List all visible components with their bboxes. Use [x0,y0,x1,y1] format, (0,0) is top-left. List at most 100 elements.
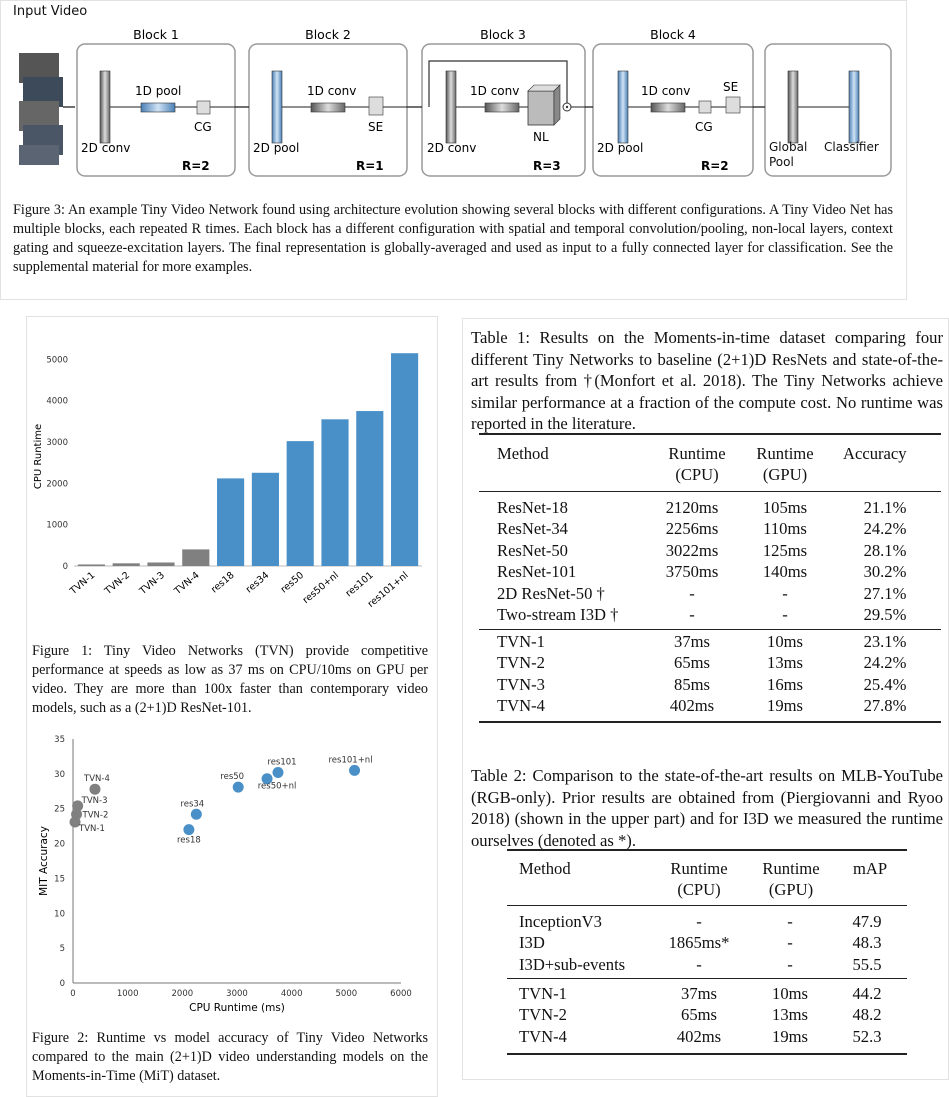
se-layer [725,96,741,114]
table-cell: - [787,911,793,931]
figure3-panel: Input Video [0,0,907,300]
x-tick-label: res50 [279,570,306,596]
table2-rule-bottom [507,1053,907,1055]
table-cell: 13ms [767,653,803,673]
bar-res101 [356,411,384,566]
table-cell: 27.1% [863,583,907,603]
table-cell: 28.1% [863,540,907,560]
y-tick-label: 15 [54,874,65,884]
table-cell: TVN-1 [497,631,545,651]
table-cell: 24.2% [863,653,907,673]
table2-group2: TVN-1 37ms 10ms 44.2 TVN-2 65ms 13ms 48.2 TVN-4 4… [519,983,899,1048]
2d-pool-layer [271,70,283,144]
table2-rule-mid [507,978,907,979]
y-tick-label: 0 [63,562,68,572]
point-res101 [272,766,284,778]
x-tick-label: TVN-4 [172,570,202,598]
point-res18 [183,824,195,836]
global-pool-label: Global Pool [769,140,808,169]
table-cell: 13ms [772,1005,808,1025]
table-cell: 3022ms [665,540,719,560]
left-figures-panel: 0 1000 2000 3000 4000 5000 CPU Runtime TVN-1 TVN… [26,316,438,1097]
x-tick-label: 1000 [117,989,139,999]
table-cell: ResNet-18 [497,497,568,517]
table-cell: 48.3 [852,933,882,953]
input-video-label: Input Video [13,4,88,19]
table-row: TVN-4 402ms 19ms 27.8% [497,696,937,718]
x-tick-label: 6000 [390,989,412,999]
block3-1d-conv-label: 1D conv [470,84,519,98]
block4-2d-pool-label: 2D pool [597,141,643,155]
se-layer [368,96,384,116]
table-cell: 3750ms [665,562,719,582]
table-cell: - [696,911,702,931]
bar-TVN-3 [147,562,175,566]
t1-col-gpu: Runtime (GPU) [756,444,814,484]
y-tick-label: 25 [54,805,65,815]
y-tick-label: 20 [54,840,65,850]
point-label: TVN-2 [82,810,109,820]
table2-caption: Table 2: Comparison to the state-of-the-… [471,766,943,850]
y-tick-label: 3000 [46,438,68,448]
point-res101+nl [349,764,361,776]
table-cell: 402ms [676,1026,722,1046]
block3-2d-conv-label: 2D conv [427,141,476,155]
table-row: ResNet-34 2256ms 110ms 24.2% [497,519,937,541]
point-label: res101+nl [329,755,373,765]
scatter-chart: 0 5 10 15 20 25 30 35 0 1000 2000 3000 4000 5000 6000 C… [38,735,412,1014]
cg-layer [698,100,712,114]
table-cell: 44.2 [852,983,882,1003]
t1-col-cpu: Runtime (CPU) [668,444,726,484]
table-row: TVN-2 65ms 13ms 24.2% [497,653,937,675]
table-cell: 125ms [762,540,808,560]
block4-se-label: SE [723,80,738,94]
point-TVN-2 [71,808,83,820]
1d-conv-layer [484,102,520,113]
point-label: TVN-3 [81,796,108,806]
table-row: TVN-3 85ms 16ms 25.4% [497,674,937,696]
point-label: TVN-4 [83,774,110,784]
2d-conv-layer [445,70,457,144]
t1-col-acc: Accuracy [843,444,907,463]
t2-col-cpu: Runtime (CPU) [670,859,728,899]
table-cell: TVN-3 [497,674,545,694]
block3-nl-label: NL [533,130,549,144]
t2-col-gpu: Runtime (GPU) [762,859,820,899]
table-cell: 48.2 [852,1005,882,1025]
table-row: TVN-4 402ms 19ms 52.3 [519,1026,899,1048]
y-axis-label: CPU Runtime [33,424,44,489]
table-row: ResNet-50 3022ms 125ms 28.1% [497,540,937,562]
table-cell: 402ms [669,696,715,716]
table-cell: 47.9 [852,911,882,931]
table1-rule-mid [479,629,941,630]
x-tick-label: 5000 [336,989,358,999]
table-cell: 65ms [681,1005,717,1025]
table1-rule-bottom [479,721,941,723]
table-cell: 2120ms [665,497,719,517]
table-cell: - [787,933,793,953]
table-cell: 27.8% [863,696,907,716]
point-label: res50 [220,772,244,782]
table-cell: - [782,605,788,625]
block1-1d-pool-label: 1D pool [135,84,181,98]
x-tick-label: res101 [344,570,376,599]
bar-res34 [251,472,279,566]
figure1-caption: Figure 1: Tiny Video Networks (TVN) prov… [32,643,428,716]
block2-se-label: SE [368,120,383,134]
t2-col-method: Method [519,859,571,878]
table-cell: 37ms [681,983,717,1003]
cg-layer [196,100,211,115]
point-res34 [190,808,202,820]
table-cell: 1865ms* [668,933,730,953]
figure3-caption: Figure 3: An example Tiny Video Network … [13,202,893,275]
block1-2d-conv-label: 2D conv [81,141,130,155]
table-cell: 19ms [767,696,803,716]
block1-repeat-label: R=2 [182,159,210,173]
table-cell: 16ms [767,674,803,694]
x-tick-label: TVN-2 [102,570,132,598]
table-cell: - [696,954,702,974]
table-cell: 23.1% [863,631,907,651]
x-axis-label: CPU Runtime (ms) [189,1002,285,1014]
table-cell: TVN-4 [519,1026,567,1046]
